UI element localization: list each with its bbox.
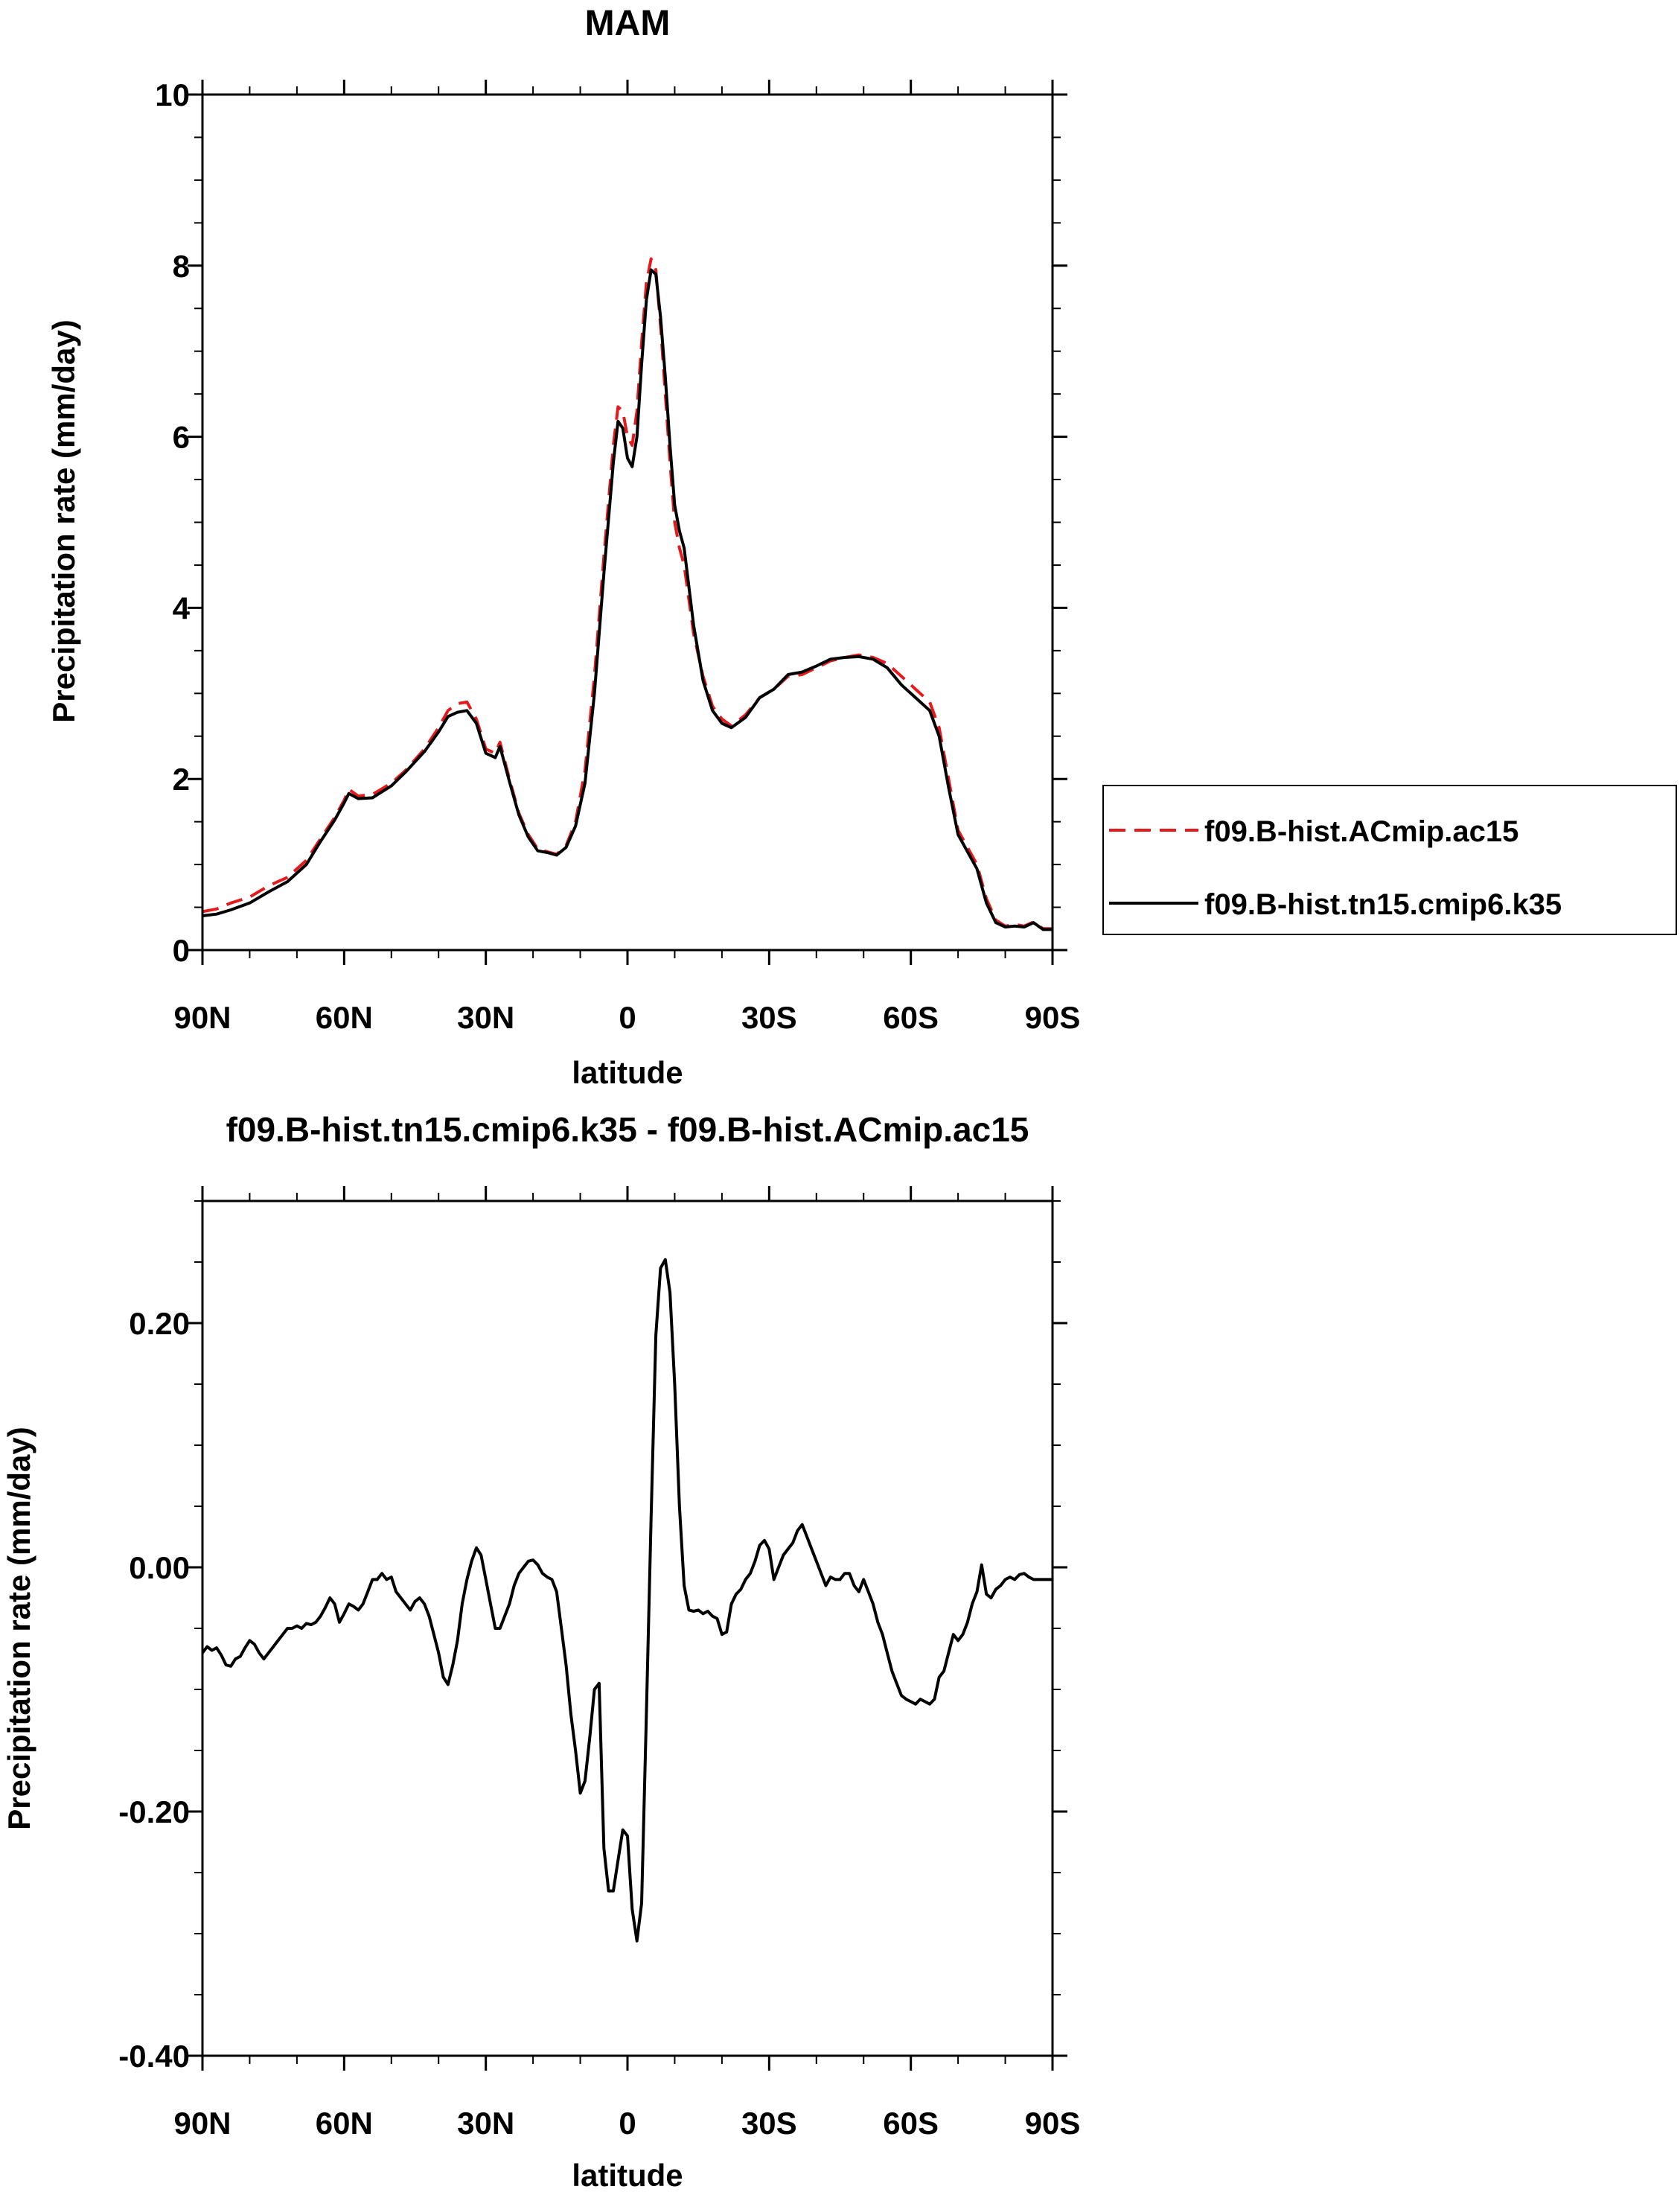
bottom-plot-frame <box>201 1199 1054 2057</box>
bottom-x-tick-labels: 90N 60N 30N 0 30S 60S 90S <box>173 2106 1080 2141</box>
top-x-tick-labels: 90N 60N 30N 0 30S 60S 90S <box>173 1000 1080 1035</box>
bottom-y-tick-label: 0.00 <box>129 1550 190 1585</box>
top-x-tick-label: 60S <box>883 1000 939 1035</box>
bottom-x-tick-label: 60N <box>316 2106 373 2141</box>
top-y-tick-label: 10 <box>155 77 190 112</box>
top-y-tick-label: 4 <box>173 590 191 625</box>
legend-label-cmip6: f09.B-hist.tn15.cmip6.k35 <box>1204 888 1562 921</box>
bottom-chart-title: f09.B-hist.tn15.cmip6.k35 - f09.B-hist.A… <box>226 1110 1029 1149</box>
bottom-x-axis-label: latitude <box>572 2158 683 2192</box>
top-x-axis-label: latitude <box>572 1055 683 1090</box>
bottom-x-tick-label: 30S <box>741 2106 797 2141</box>
top-series-line-f09-b-hist-tn15-cmip6-k35 <box>202 268 1053 931</box>
bottom-x-tick-label: 90N <box>173 2106 231 2141</box>
top-x-tick-label: 60N <box>316 1000 373 1035</box>
bottom-y-tick-label: -0.20 <box>118 1794 190 1829</box>
top-x-tick-label: 90S <box>1025 1000 1081 1035</box>
bottom-series-line-difference <box>201 1258 1053 1943</box>
top-series-layer <box>202 257 1053 931</box>
top-chart-title: MAM <box>585 4 671 43</box>
top-y-tick-label: 0 <box>173 933 190 968</box>
top-x-tick-label: 30S <box>741 1000 797 1035</box>
bottom-y-tick-label: -0.40 <box>118 2039 190 2074</box>
top-x-tick-label: 30N <box>457 1000 514 1035</box>
legend-label-acmip: f09.B-hist.ACmip.ac15 <box>1204 815 1518 848</box>
bottom-y-tick-label: 0.20 <box>129 1306 190 1341</box>
bottom-y-tick-labels: -0.40 -0.20 0.00 0.20 <box>118 1306 190 2074</box>
bottom-x-tick-label: 0 <box>619 2106 636 2141</box>
top-y-tick-label: 6 <box>173 420 190 455</box>
top-y-axis-label: Precipitation rate (mm/day) <box>46 319 81 722</box>
top-axis-ticks <box>188 80 1067 965</box>
top-y-tick-label: 8 <box>173 249 190 284</box>
top-x-tick-label: 90N <box>173 1000 231 1035</box>
bottom-axis-ticks <box>188 1186 1067 2071</box>
top-y-tick-label: 2 <box>173 762 190 797</box>
legend: f09.B-hist.ACmip.ac15 f09.B-hist.tn15.cm… <box>1102 785 1677 935</box>
bottom-x-tick-label: 90S <box>1025 2106 1081 2141</box>
bottom-series-layer <box>201 1258 1053 1943</box>
bottom-panel: f09.B-hist.tn15.cmip6.k35 - f09.B-hist.A… <box>1 1110 1080 2192</box>
legend-box <box>1102 785 1677 935</box>
top-panel: MAM 90N 60N 30N 0 30S 60S 90S 0 2 4 6 8 10 latitude… <box>46 4 1677 1090</box>
top-x-tick-label: 0 <box>619 1000 636 1035</box>
top-y-tick-labels: 0 2 4 6 8 10 <box>155 77 190 968</box>
bottom-x-tick-label: 60S <box>883 2106 939 2141</box>
bottom-y-axis-label: Precipitation rate (mm/day) <box>1 1427 36 1829</box>
bottom-x-tick-label: 30N <box>457 2106 514 2141</box>
top-plot-frame <box>201 93 1054 952</box>
